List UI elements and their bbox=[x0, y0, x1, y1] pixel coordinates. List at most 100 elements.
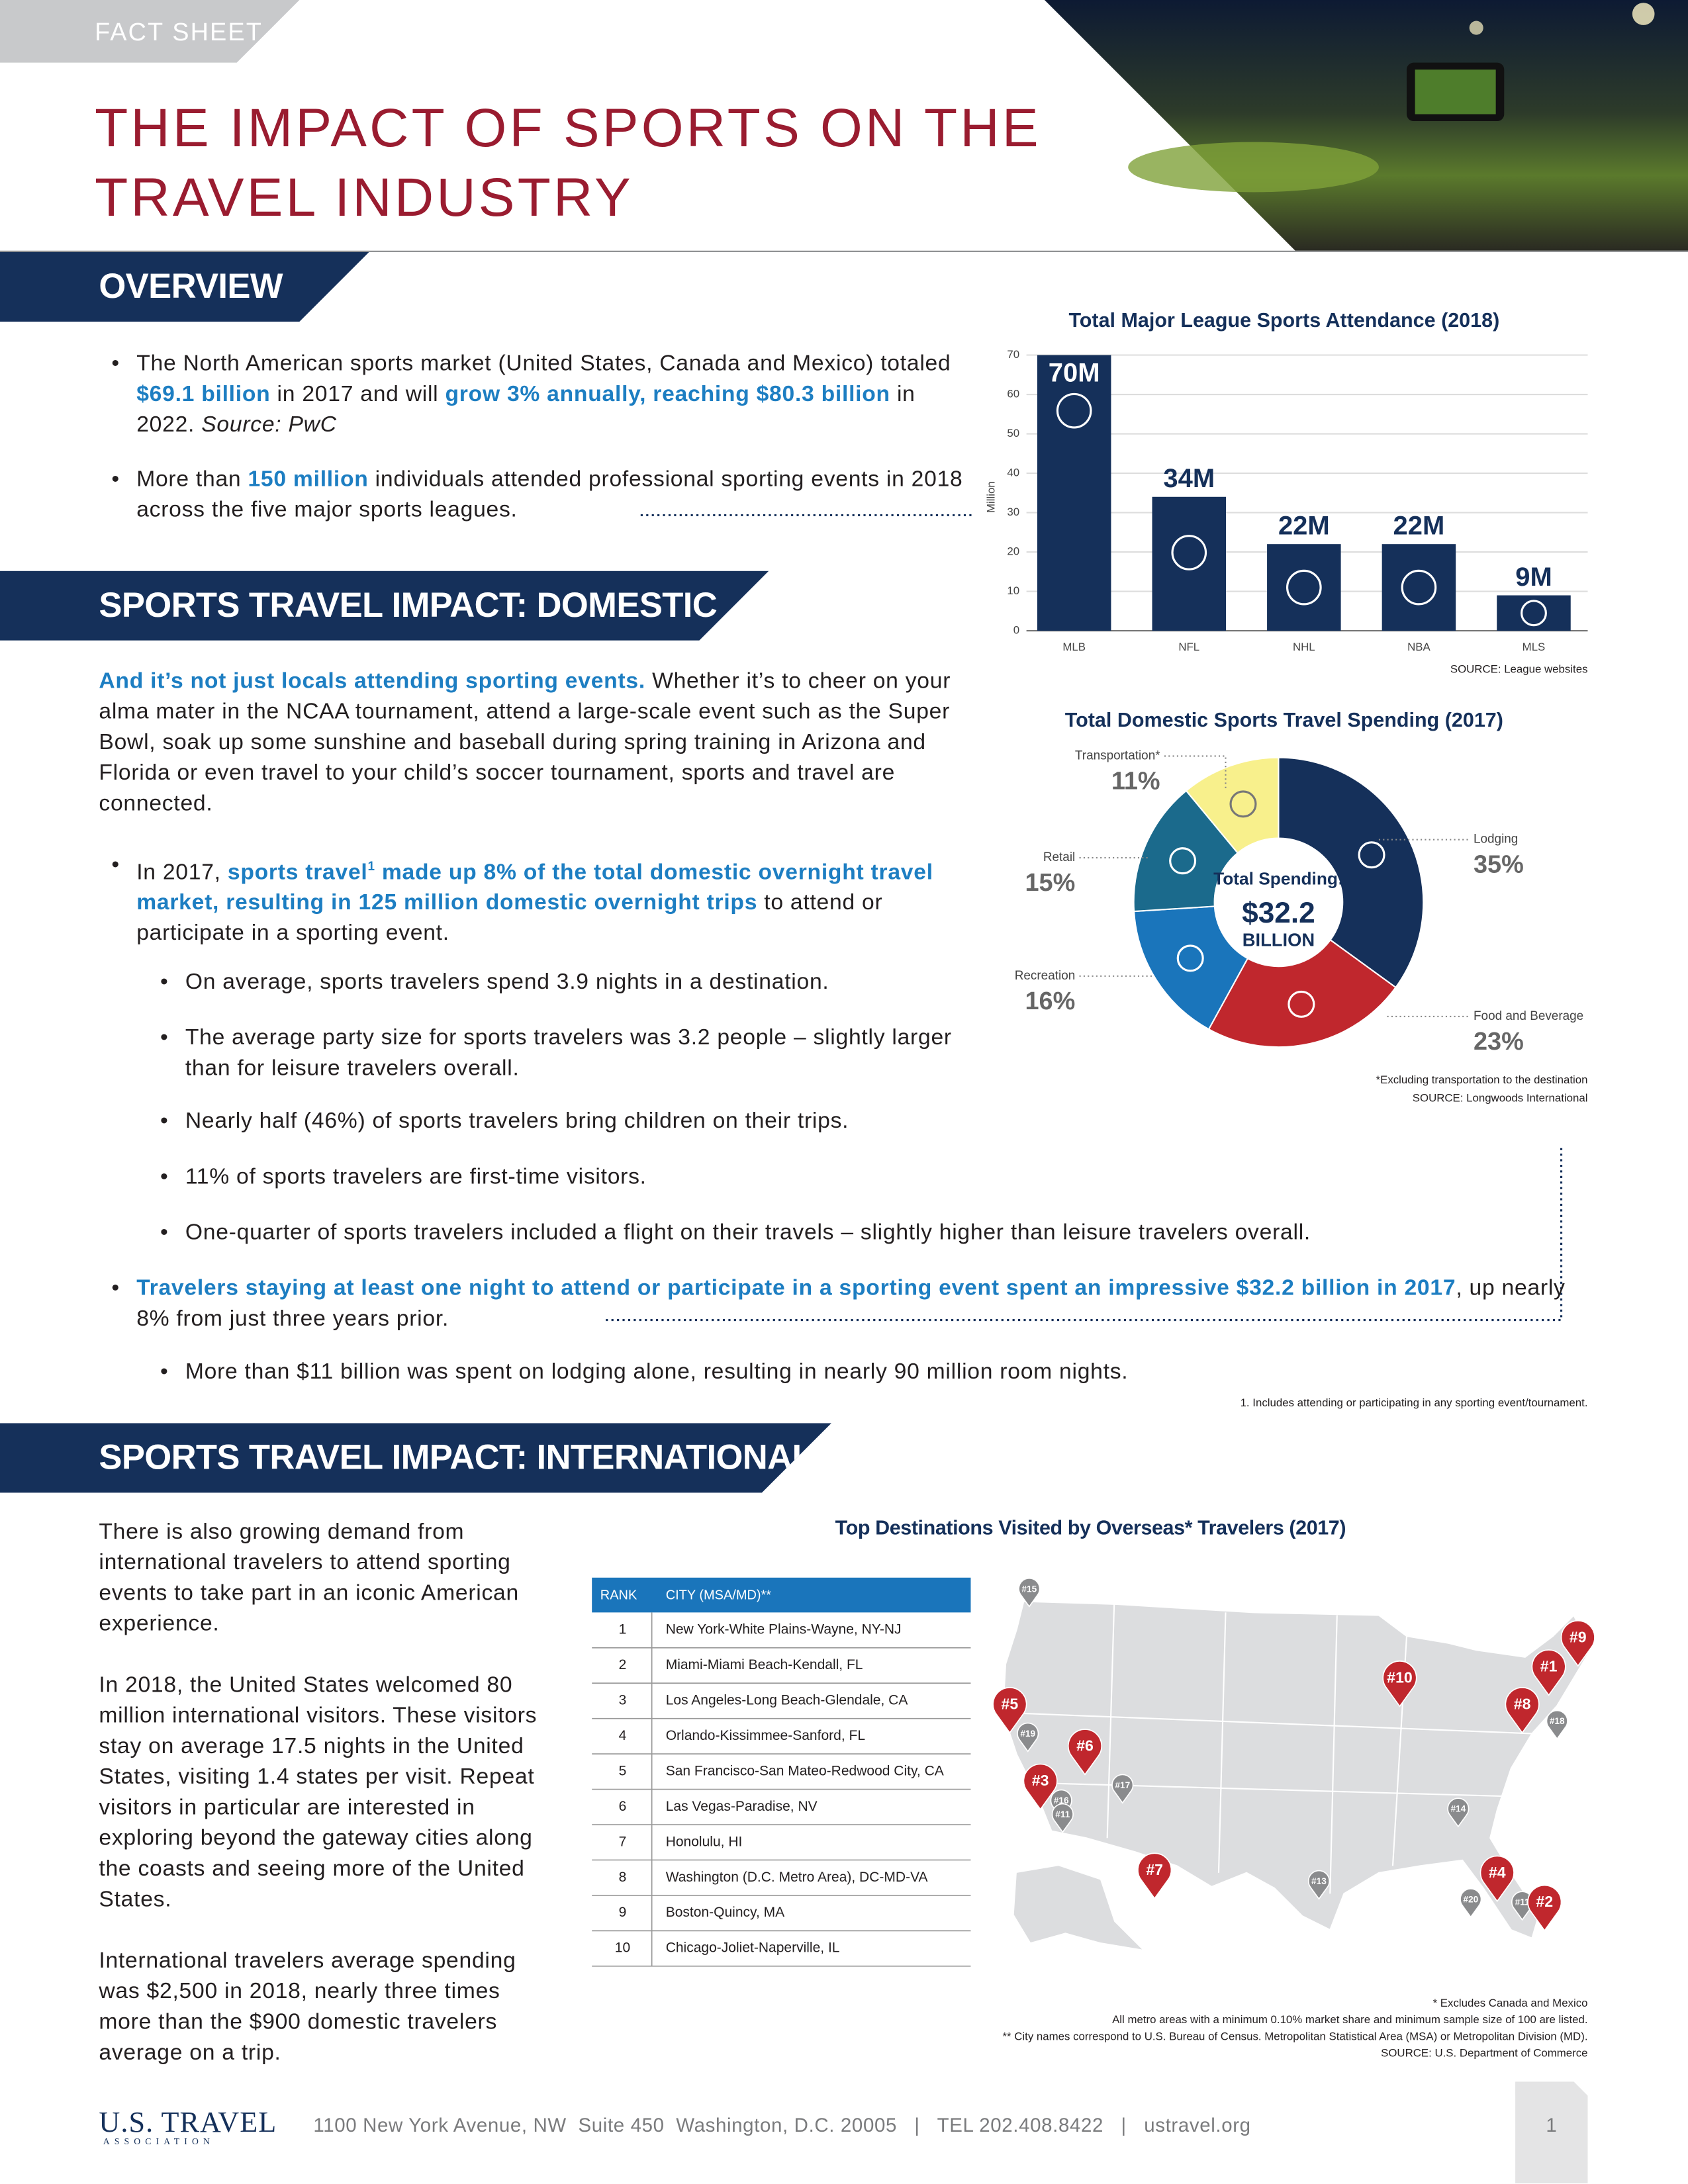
pin-label: #10 bbox=[1387, 1668, 1413, 1686]
chart-title: Top Destinations Visited by Overseas* Tr… bbox=[835, 1518, 1346, 1540]
chart-title: Total Domestic Sports Travel Spending (2… bbox=[1065, 709, 1503, 731]
sub-bullet: Nearly half (46%) of sports travelers br… bbox=[160, 1107, 1021, 1138]
value-label: 22M bbox=[1393, 511, 1445, 540]
map-pin bbox=[1505, 1687, 1540, 1734]
pin-label: #14 bbox=[1450, 1804, 1466, 1814]
table-cell: Washington (D.C. Metro Area), DC-MD-VA bbox=[666, 1870, 928, 1885]
photo-light bbox=[1632, 3, 1655, 25]
intro: And it’s not just locals attending sport… bbox=[99, 667, 962, 820]
section-banner: SPORTS TRAVEL IMPACT: DOMESTIC bbox=[0, 570, 769, 641]
map-pin bbox=[1067, 1729, 1103, 1776]
table-cell: New York-White Plains-Wayne, NY-NJ bbox=[666, 1622, 902, 1637]
pin-label: #6 bbox=[1076, 1737, 1094, 1754]
table-cell: 3 bbox=[619, 1693, 627, 1708]
page-number: 1 bbox=[1546, 2113, 1557, 2136]
note: *Excluding transportation to the destina… bbox=[1376, 1073, 1588, 1086]
table-cell: 8 bbox=[619, 1870, 627, 1885]
title-line: TRAVEL INDUSTRY bbox=[95, 168, 634, 229]
map-pin bbox=[1017, 1722, 1039, 1752]
notes: * Excludes Canada and Mexico All metro a… bbox=[1002, 1995, 1587, 2062]
pin-label: #20 bbox=[1463, 1894, 1478, 1904]
table-cell: San Francisco-San Mateo-Redwood City, CA bbox=[666, 1763, 944, 1778]
page-tab bbox=[1515, 2081, 1588, 2184]
center-text: Total Spending: bbox=[1213, 869, 1344, 889]
highlight: $69.1 billion bbox=[136, 383, 271, 407]
section-banner: OVERVIEW bbox=[0, 251, 369, 322]
map-pin bbox=[1137, 1852, 1172, 1899]
table-cell: 5 bbox=[619, 1763, 627, 1778]
table-header-cell: CITY (MSA/MD)** bbox=[666, 1588, 772, 1602]
bar-icon bbox=[1521, 600, 1547, 627]
x-tick-label: MLS bbox=[1523, 641, 1546, 653]
map-pin bbox=[1382, 1661, 1417, 1707]
slice-value: 11% bbox=[1111, 767, 1160, 795]
donut-slice bbox=[1278, 756, 1425, 989]
bar bbox=[1267, 544, 1341, 631]
donut-slice bbox=[1207, 938, 1397, 1048]
sub-bullet: On average, sports travelers spend 3.9 n… bbox=[160, 968, 965, 998]
title: THE IMPACT OF SPORTS ON THE TRAVEL INDUS… bbox=[95, 95, 1041, 234]
note: All metro areas with a minimum 0.10% mar… bbox=[1112, 2013, 1588, 2026]
slice-icon bbox=[1358, 841, 1385, 869]
pin-label: #9 bbox=[1570, 1628, 1587, 1645]
table-cell: Miami-Miami Beach-Kendall, FL bbox=[666, 1657, 863, 1672]
slice-label: Recreation bbox=[1015, 969, 1076, 983]
bar-icon bbox=[1171, 535, 1207, 570]
slice-label: Food and Beverage bbox=[1474, 1009, 1583, 1023]
state-lines bbox=[1006, 1604, 1532, 1894]
note: ** City names correspond to U.S. Bureau … bbox=[1002, 2030, 1588, 2043]
center-text: $32.2 bbox=[1242, 897, 1315, 929]
address: 1100 New York Avenue, NW Suite 450 Washi… bbox=[313, 2113, 1251, 2136]
x-tick-label: NBA bbox=[1407, 641, 1430, 653]
note: SOURCE: Longwoods International bbox=[1413, 1091, 1588, 1104]
x-tick-label: NHL bbox=[1293, 641, 1315, 653]
table-cell: Boston-Quincy, MA bbox=[666, 1905, 784, 1920]
sub-bullet: One-quarter of sports travelers included… bbox=[160, 1218, 1550, 1249]
slice-value: 23% bbox=[1474, 1028, 1524, 1056]
note: * Excludes Canada and Mexico bbox=[1432, 1997, 1588, 2010]
y-tick-label: 60 bbox=[1007, 387, 1019, 400]
y-tick-label: 70 bbox=[1007, 348, 1019, 361]
slice-value: 15% bbox=[1025, 869, 1075, 897]
text: Whether it’s to cheer on your alma mater… bbox=[99, 670, 951, 816]
bar-icon bbox=[1401, 569, 1437, 606]
highlight: 150 million bbox=[248, 467, 369, 492]
map-pin bbox=[1460, 1888, 1482, 1919]
slice-icon bbox=[1229, 790, 1257, 818]
map-pin bbox=[1051, 1803, 1074, 1833]
logo-sub: ASSOCIATION bbox=[103, 2137, 215, 2148]
bar bbox=[1037, 355, 1111, 631]
y-tick-label: 20 bbox=[1007, 545, 1019, 558]
pin-label: #17 bbox=[1115, 1780, 1130, 1790]
state-line bbox=[1006, 1604, 1532, 1894]
source: SOURCE: League websites bbox=[1450, 662, 1588, 675]
photo-screen bbox=[1415, 69, 1496, 114]
pin-label: #15 bbox=[1021, 1584, 1037, 1594]
bar-icon bbox=[1056, 392, 1092, 429]
text: individuals attended professional sporti… bbox=[136, 467, 963, 522]
y-tick-label: 40 bbox=[1007, 466, 1019, 478]
x-tick-label: NFL bbox=[1178, 641, 1199, 653]
text: in 2022. bbox=[136, 383, 915, 437]
table-cell: 7 bbox=[619, 1834, 627, 1849]
map-pin bbox=[1527, 1884, 1562, 1932]
text: to attend or participate in a sporting e… bbox=[136, 891, 883, 946]
paragraph: There is also growing demand from intern… bbox=[99, 1520, 519, 1637]
text: In 2017, bbox=[136, 860, 228, 885]
footnote: 1. Includes attending or participating i… bbox=[1240, 1396, 1588, 1410]
chart-title: Total Major League Sports Attendance (20… bbox=[1068, 309, 1499, 332]
label-tab bbox=[0, 0, 300, 63]
value-label: 22M bbox=[1278, 511, 1330, 540]
highlight: made up 8% of the total domestic overnig… bbox=[136, 860, 933, 915]
map-pin bbox=[1447, 1797, 1470, 1828]
pin-label: #11 bbox=[1055, 1809, 1070, 1819]
bullet: More than 150 million individuals attend… bbox=[111, 465, 972, 527]
header-photo bbox=[1044, 0, 1688, 251]
slice-label: Transportation* bbox=[1075, 749, 1160, 762]
pin-label: #5 bbox=[1002, 1695, 1019, 1712]
table-cell: 10 bbox=[615, 1940, 630, 1956]
pin-label: #11 bbox=[1515, 1897, 1530, 1907]
